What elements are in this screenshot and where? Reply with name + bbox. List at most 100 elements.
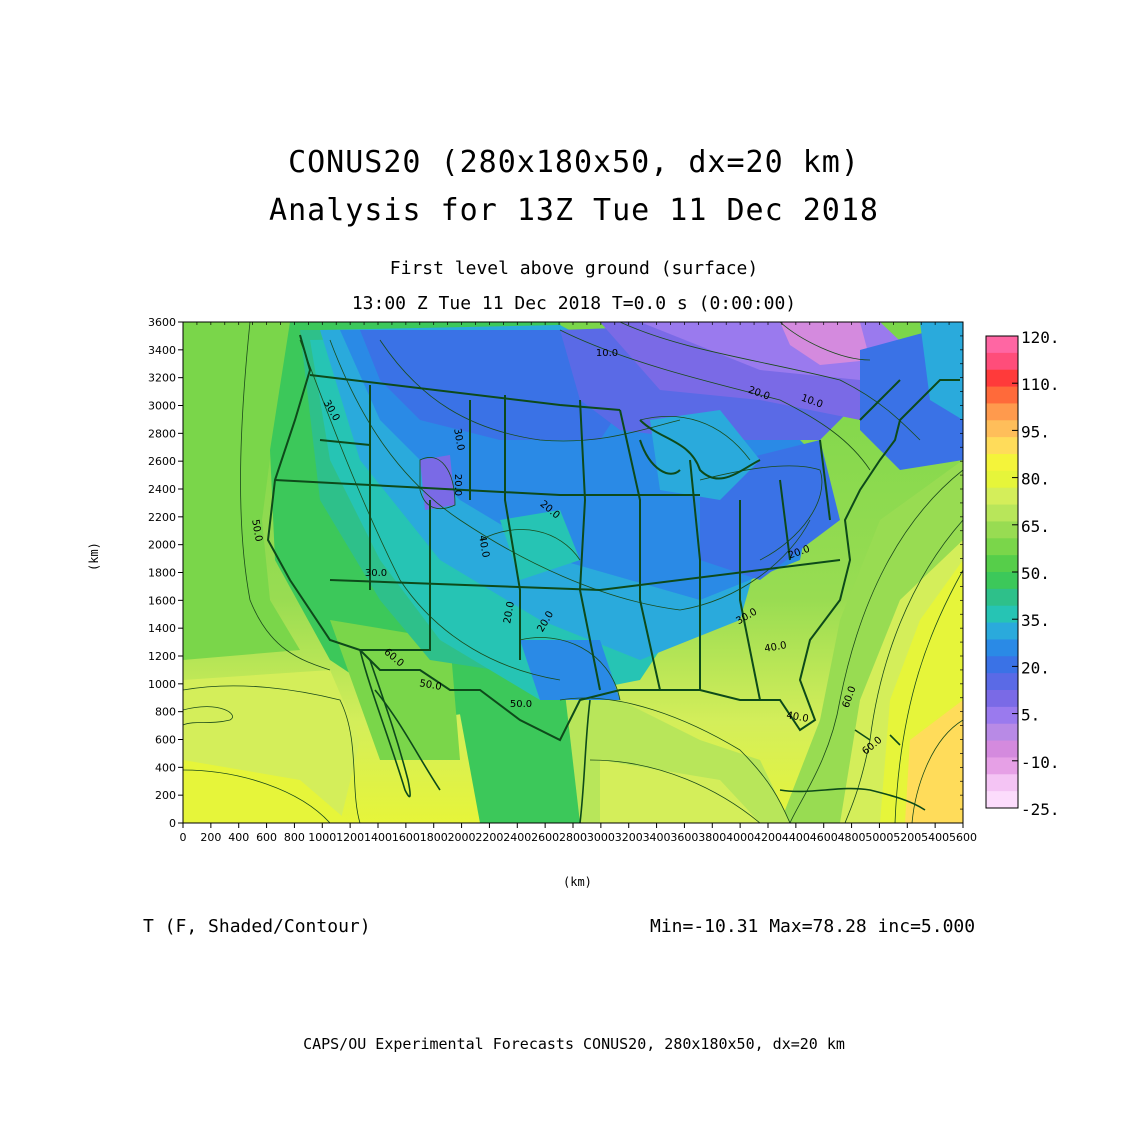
y-tick-label: 3600 <box>148 316 176 329</box>
x-tick-label: 3400 <box>643 831 671 844</box>
x-tick-label: 2600 <box>531 831 559 844</box>
colorbar-swatch <box>986 470 1018 489</box>
contour-label: 10.0 <box>596 348 618 359</box>
x-tick-label: 5000 <box>865 831 893 844</box>
colorbar-swatch <box>986 369 1018 388</box>
x-tick-label: 1600 <box>392 831 420 844</box>
colorbar-swatch <box>986 538 1018 556</box>
y-tick-label: 0 <box>169 817 176 830</box>
colorbar-label: -25. <box>1021 800 1060 819</box>
contour-label: 30.0 <box>365 568 387 579</box>
colorbar-label: 65. <box>1021 517 1050 536</box>
y-tick-label: 2800 <box>148 427 176 440</box>
y-tick-label: 3200 <box>148 372 176 385</box>
coastlines <box>359 649 926 824</box>
x-tick-label: 3800 <box>698 831 726 844</box>
x-tick-label: 600 <box>256 831 277 844</box>
x-tick-label: 400 <box>228 831 249 844</box>
colorbar-swatch <box>986 656 1018 674</box>
x-tick-label: 4400 <box>782 831 810 844</box>
y-tick-label: 1800 <box>148 567 176 580</box>
colorbar-label: 5. <box>1021 706 1040 725</box>
colorbar-swatch <box>986 639 1018 657</box>
field-stats: Min=-10.31 Max=78.28 inc=5.000 <box>650 916 976 937</box>
x-tick-label: 5400 <box>921 831 949 844</box>
x-tick-label: 0 <box>180 831 187 844</box>
colorbar-swatch <box>986 588 1018 607</box>
x-tick-label: 3200 <box>615 831 643 844</box>
contour-label: 50.0 <box>419 678 443 693</box>
colorbar-swatch <box>986 352 1018 371</box>
colorbar-swatch <box>986 437 1018 455</box>
x-tick-label: 5200 <box>893 831 921 844</box>
color-scale-legend: 120. 110. 95. 80. 65. 50. 35. 20. 5. -10. -25. <box>985 328 1060 819</box>
colorbar-label: -10. <box>1021 753 1060 772</box>
colorbar-swatch <box>986 723 1018 742</box>
credit-footer: CAPS/OU Experimental Forecasts CONUS20, … <box>303 1035 845 1053</box>
colorbar-swatch <box>986 336 1018 354</box>
y-tick-label: 2000 <box>148 539 176 552</box>
colorbar-swatch <box>986 706 1018 725</box>
x-axis: 0 200 400 600 800 1000 1200 1400 1600 1800 2000 220… <box>180 322 977 844</box>
map-title: CONUS20 (280x180x50, dx=20 km) <box>288 145 860 180</box>
contour-label: 40.0 <box>764 640 788 655</box>
y-tick-label: 1200 <box>148 650 176 663</box>
colorbar-swatch <box>986 690 1018 708</box>
temperature-field <box>183 322 963 823</box>
y-tick-label: 2400 <box>148 483 176 496</box>
analysis-time-title: Analysis for 13Z Tue 11 Dec 2018 <box>269 193 879 228</box>
colorbar-swatch <box>986 622 1018 640</box>
x-tick-label: 1200 <box>336 831 364 844</box>
colorbar-label: 120. <box>1021 328 1060 347</box>
x-tick-label: 5600 <box>949 831 977 844</box>
x-tick-label: 2400 <box>503 831 531 844</box>
y-tick-label: 2600 <box>148 455 176 468</box>
contour-label: 40.0 <box>786 710 810 725</box>
colorbar-swatch <box>986 757 1018 775</box>
colorbar-swatch <box>986 504 1018 522</box>
colorbar-label: 50. <box>1021 564 1050 583</box>
variable-label: T (F, Shaded/Contour) <box>143 916 371 937</box>
x-tick-label: 1400 <box>364 831 392 844</box>
colorbar-swatch <box>986 791 1018 809</box>
x-tick-label: 2200 <box>475 831 503 844</box>
level-subtitle: First level above ground (surface) <box>389 258 759 279</box>
colorbar-swatch <box>986 673 1018 691</box>
y-tick-label: 800 <box>155 706 176 719</box>
colorbar-swatch <box>986 487 1018 506</box>
colorbar-swatch <box>986 740 1018 758</box>
y-tick-label: 2200 <box>148 511 176 524</box>
contour-label: 30.0 <box>451 428 466 452</box>
y-axis-unit: (km) <box>87 542 101 571</box>
contour-label: 20.0 <box>502 601 517 625</box>
contour-label: 50.0 <box>510 699 532 710</box>
x-tick-label: 3600 <box>670 831 698 844</box>
x-tick-label: 4600 <box>810 831 838 844</box>
colorbar-swatch <box>986 572 1018 590</box>
x-tick-label: 4800 <box>838 831 866 844</box>
contour-label: 20.0 <box>452 474 463 496</box>
x-tick-label: 1000 <box>308 831 336 844</box>
colorbar-swatch <box>986 605 1018 624</box>
y-tick-label: 200 <box>155 789 176 802</box>
colorbar-label: 110. <box>1021 375 1060 394</box>
state-boundaries <box>266 334 960 742</box>
colorbar-swatch <box>986 521 1018 539</box>
colorbar-swatch <box>986 555 1018 573</box>
y-tick-label: 1600 <box>148 594 176 607</box>
x-tick-label: 4200 <box>754 831 782 844</box>
x-axis-unit: (km) <box>563 875 592 889</box>
x-tick-label: 2800 <box>559 831 587 844</box>
colorbar-label: 95. <box>1021 422 1050 441</box>
colorbar-swatch <box>986 774 1018 792</box>
x-tick-label: 1800 <box>420 831 448 844</box>
y-axis: 0 200 400 600 800 1000 1200 1400 1600 1800 2000 220… <box>148 316 963 830</box>
colorbar-swatch <box>986 386 1018 404</box>
y-tick-label: 400 <box>155 761 176 774</box>
y-tick-label: 3000 <box>148 400 176 413</box>
x-tick-label: 3000 <box>587 831 615 844</box>
x-tick-label: 2000 <box>448 831 476 844</box>
y-tick-label: 3400 <box>148 344 176 357</box>
x-tick-label: 4000 <box>726 831 754 844</box>
